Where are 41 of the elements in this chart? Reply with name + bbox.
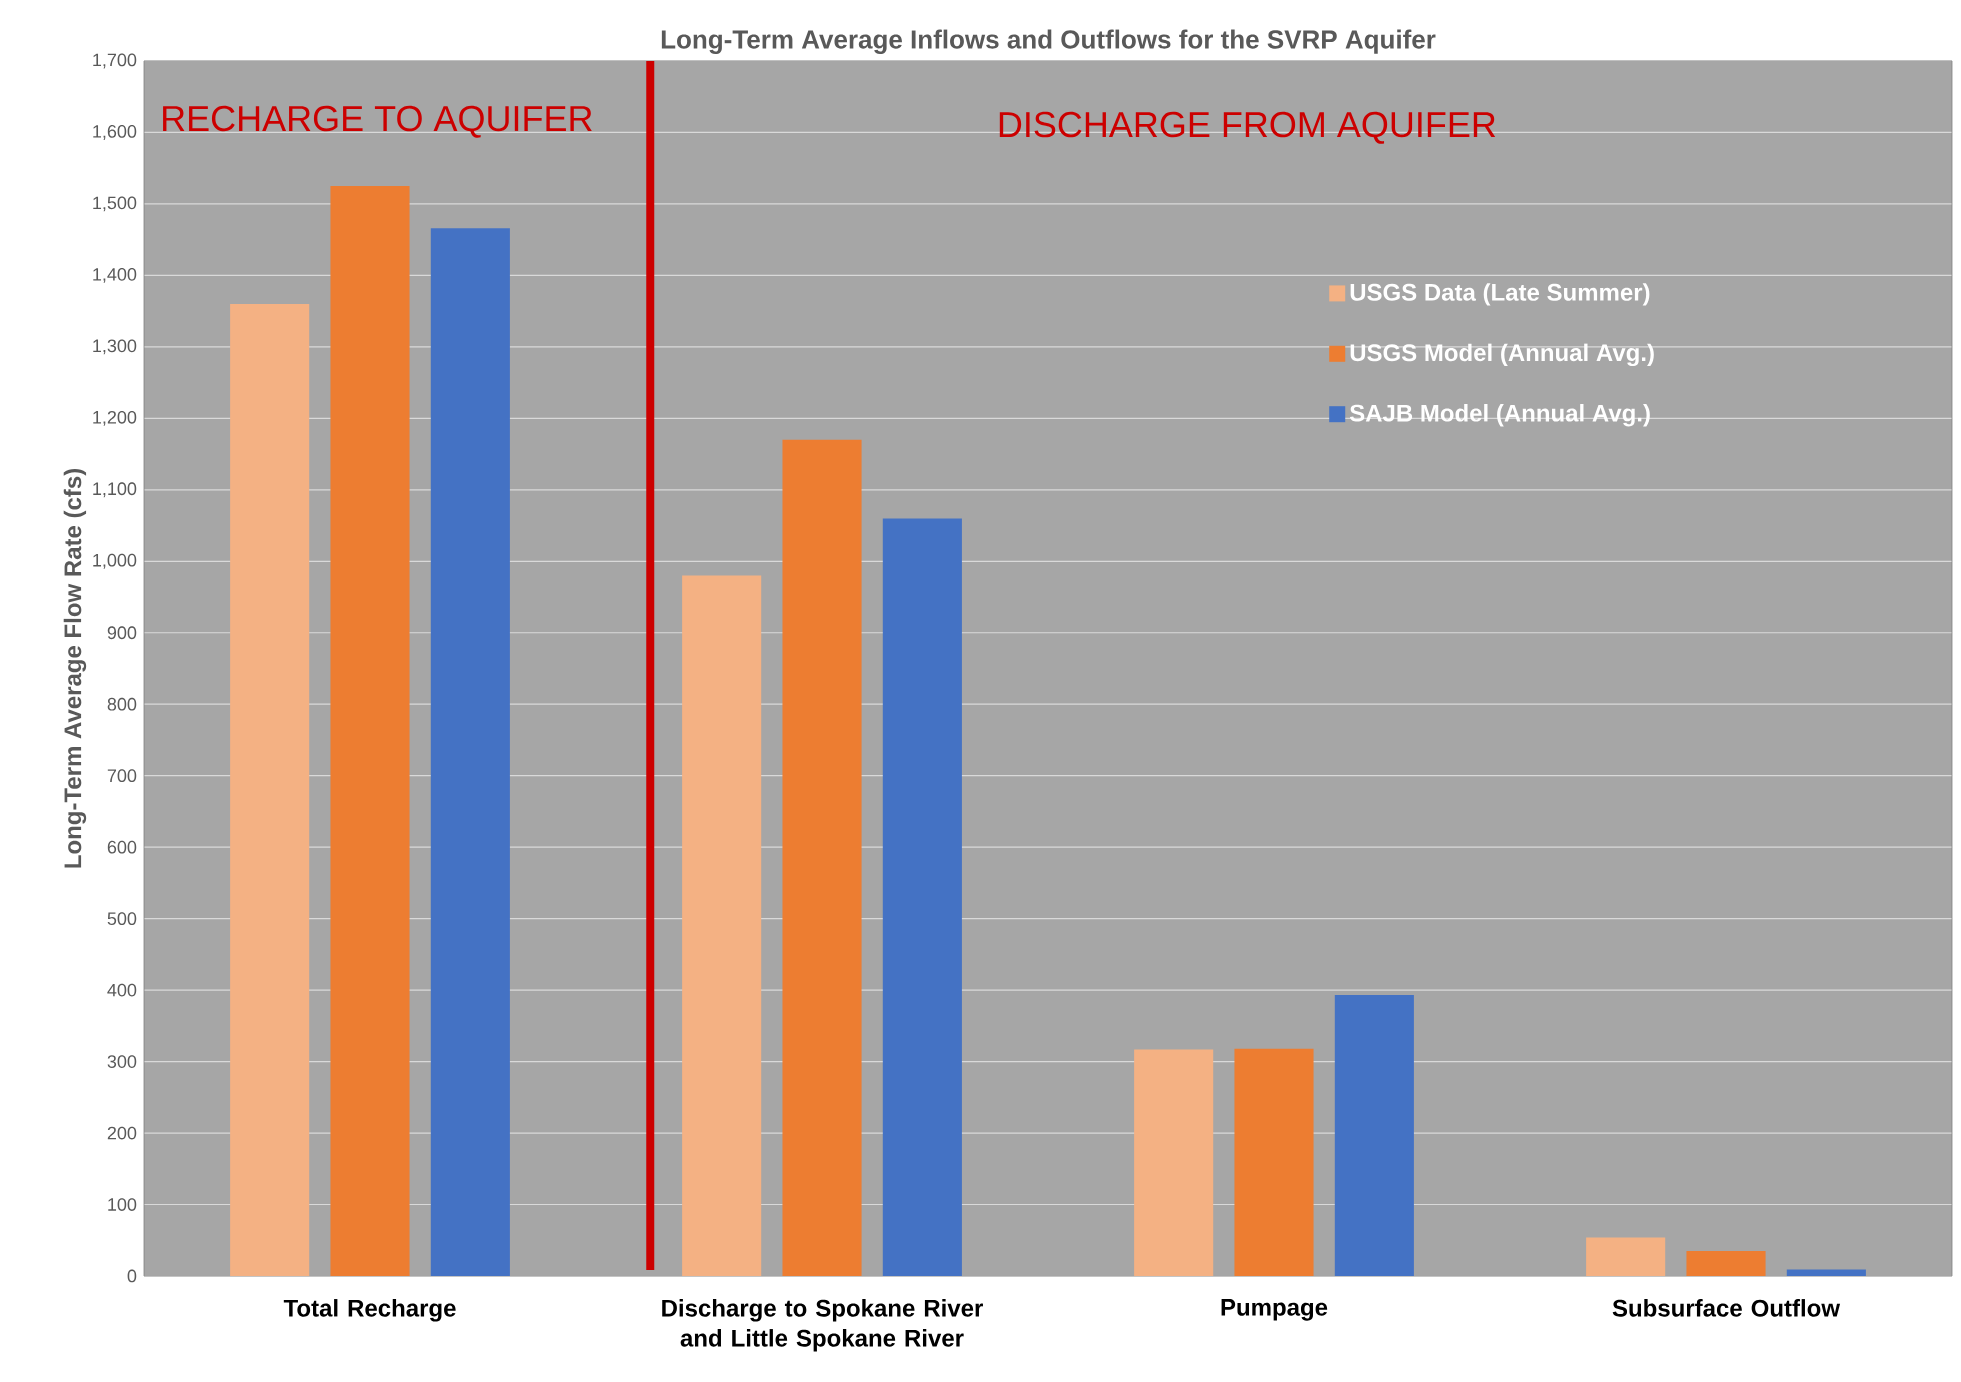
bar [1234,1048,1314,1276]
x-tick-label: Pumpage [1221,1299,1328,1321]
y-tick-label: 1,000 [93,553,137,569]
legend-label: USGS Data (Late Summer) [1350,283,1650,306]
y-tick-label: 900 [107,626,137,640]
bar [1334,995,1414,1276]
bar [1586,1237,1666,1276]
bar [882,518,962,1276]
y-tick-label: 800 [107,697,137,711]
y-axis-title: Long-Term Average Flow Rate (cfs) [63,469,87,868]
y-tick-label: 700 [107,769,137,783]
x-tick-label: Discharge to Spokane River and Little Spokane River [662,1299,983,1352]
bar [1786,1269,1866,1276]
x-tick-label: Total Recharge [283,1299,456,1322]
bar [782,439,862,1276]
y-tick-label: 1,400 [93,267,137,283]
y-tick-label: 1,500 [93,196,137,212]
bar [682,575,762,1276]
annotation: DISCHARGE FROM AQUIFER [999,111,1496,144]
bar [1134,1049,1214,1276]
y-tick-label: 200 [107,1126,137,1140]
bar [330,186,410,1276]
y-tick-label: 0 [127,1269,137,1283]
y-tick-label: 1,300 [93,339,137,355]
y-tick-label: 100 [108,1198,137,1211]
y-tick-label: 500 [107,912,137,926]
legend-label: SAJB Model (Annual Avg.) [1349,404,1650,427]
y-tick-label: 300 [107,1055,137,1068]
y-tick-label: 400 [107,983,137,997]
y-tick-label: 1,700 [93,53,137,69]
bar [1686,1250,1766,1276]
chart-title: Long-Term Average Inflows and Outflows for the SVRP Aquifer [661,29,1436,54]
y-tick-label: 600 [107,840,137,854]
y-tick-label: 1,600 [93,125,137,140]
legend-label: USGS Model (Annual Avg.) [1350,343,1654,367]
y-tick-label: 1,200 [93,410,137,426]
bar [230,303,310,1276]
annotation: RECHARGE TO AQUIFER [163,105,592,138]
bar [430,228,510,1276]
x-tick-label: Subsurface Outflow [1612,1299,1841,1317]
y-tick-label: 1,100 [93,482,137,498]
